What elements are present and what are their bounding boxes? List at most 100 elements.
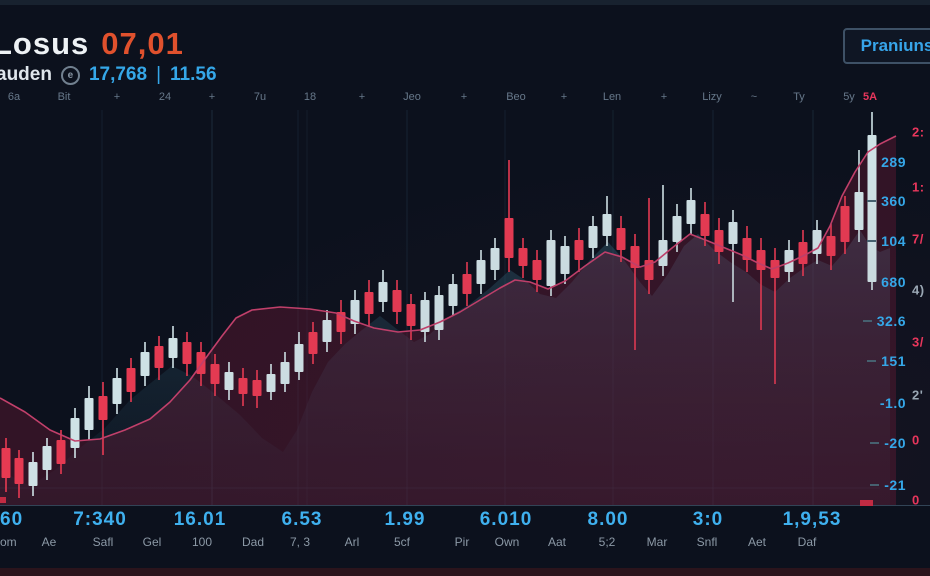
instrument-price: 07,01: [101, 26, 184, 61]
candle-body: [392, 290, 402, 312]
candle-body: [560, 246, 570, 274]
timeframe-item[interactable]: +: [113, 91, 121, 103]
x-axis-major-label: 6.010: [479, 509, 533, 530]
candle-body: [28, 462, 38, 486]
timeframe-item[interactable]: Lizy: [702, 91, 722, 103]
y-axis-edge-label: 2:: [912, 124, 925, 140]
candle-body: [476, 260, 486, 284]
window-bottom-band: [0, 568, 930, 576]
y-axis-label: -1.0: [879, 395, 906, 411]
timeframe-item[interactable]: +: [660, 91, 668, 103]
candle-body: [154, 346, 164, 368]
candle-body: [56, 440, 66, 464]
timeframe-item[interactable]: 5y: [843, 91, 855, 103]
ma-polyline: [0, 135, 897, 442]
candle-body: [280, 362, 290, 384]
x-axis-minor-label: Pir: [454, 535, 470, 549]
candle-body: [42, 446, 52, 470]
candle-body: [658, 240, 668, 266]
x-axis-minor-label: 100: [191, 535, 213, 549]
ma-area-fill: [0, 136, 896, 505]
timeframe-item[interactable]: +: [358, 91, 366, 103]
price-area-polygon: [0, 230, 890, 505]
x-axis-minor-label: Gel: [142, 535, 162, 549]
candle-body: [70, 418, 80, 448]
x-axis-minor-label: 7, 3: [289, 535, 311, 549]
x-axis-current-marker: [0, 497, 6, 503]
y-axis-label: 151: [867, 353, 906, 369]
x-axis-major-label: 16.01: [173, 509, 227, 530]
timeframe-item[interactable]: 5A: [862, 91, 878, 103]
candle-body: [266, 374, 276, 392]
x-axis-minor-label: Own: [494, 535, 520, 549]
timeframe-item[interactable]: Jeo: [403, 91, 421, 103]
candle-body: [112, 378, 122, 404]
x-axis-major-label: 3:0: [692, 509, 724, 530]
timeframe-item[interactable]: Bit: [57, 91, 71, 103]
timeframe-item[interactable]: +: [208, 91, 216, 103]
x-axis-minor-label: Aat: [547, 535, 567, 549]
y-axis-tick: [867, 360, 877, 362]
candle-body: [700, 214, 710, 236]
timeframe-item[interactable]: Ty: [793, 91, 805, 103]
candle-body: [126, 368, 136, 392]
premium-button[interactable]: Praniuns: [843, 28, 930, 64]
timeframe-item[interactable]: 18: [303, 91, 317, 103]
candle-body: [238, 378, 248, 394]
y-axis-edge-label: 4): [912, 282, 925, 298]
candle-body: [490, 248, 500, 270]
stat-divider: |: [156, 64, 162, 85]
candle-body: [714, 230, 724, 252]
stat-secondary: 11.56: [170, 64, 217, 85]
candle-body: [686, 200, 696, 224]
timeframe-item[interactable]: ~: [750, 91, 758, 103]
candle-body: [770, 260, 780, 278]
y-axis-edge-label: 0: [912, 432, 920, 448]
candle-body: [672, 216, 682, 242]
timeframe-item[interactable]: Len: [602, 91, 622, 103]
candle-body: [518, 248, 528, 266]
timeframe-item[interactable]: 6a: [7, 91, 21, 103]
timeframe-item[interactable]: Beo: [506, 91, 526, 103]
window-top-band: [0, 0, 930, 5]
candles-group: [1, 112, 877, 498]
candle-body: [448, 284, 458, 306]
candle-body: [406, 304, 416, 326]
candle-body: [196, 352, 206, 374]
candle-body: [378, 282, 388, 302]
candle-body: [728, 222, 738, 244]
y-axis-label: -21: [870, 477, 906, 493]
candle-body: [867, 135, 877, 282]
timeframe-item[interactable]: 24: [158, 91, 172, 103]
candle-body: [350, 300, 360, 324]
y-axis-label: 360: [867, 193, 906, 209]
candlestick-chart[interactable]: [0, 109, 930, 505]
candle-body: [322, 320, 332, 342]
timeframe-item[interactable]: +: [460, 91, 468, 103]
candle-body: [826, 236, 836, 256]
candle-body: [1, 448, 11, 478]
x-axis-major-label: 1,9,53: [782, 509, 842, 530]
candle-body: [742, 238, 752, 260]
y-axis-edge-label: 3/: [912, 334, 924, 350]
candle-body: [84, 398, 94, 430]
premium-button-label: Praniuns: [860, 36, 930, 55]
instrument-header: Losus 07,01: [0, 26, 184, 62]
x-axis-major-label: 6.53: [281, 509, 323, 530]
candle-body: [504, 218, 514, 258]
x-axis-minor-label: Snfl: [696, 535, 718, 549]
candle-body: [546, 240, 556, 286]
timeframe-item[interactable]: +: [560, 91, 568, 103]
y-axis-label: 104: [867, 233, 906, 249]
badge-icon: e: [60, 65, 80, 85]
y-axis-tick: [862, 320, 872, 322]
instrument-subheader: auden e 17,768 | 11.56: [0, 64, 217, 86]
x-axis-minor-label: 5cf: [393, 535, 411, 549]
timeframe-item[interactable]: 7u: [253, 91, 267, 103]
y-axis-edge-label: 7/: [912, 231, 924, 247]
candle-body: [798, 242, 808, 264]
instrument-name: Losus: [0, 26, 90, 61]
candle-body: [210, 364, 220, 384]
x-axis-minor-label: Safl: [92, 535, 114, 549]
